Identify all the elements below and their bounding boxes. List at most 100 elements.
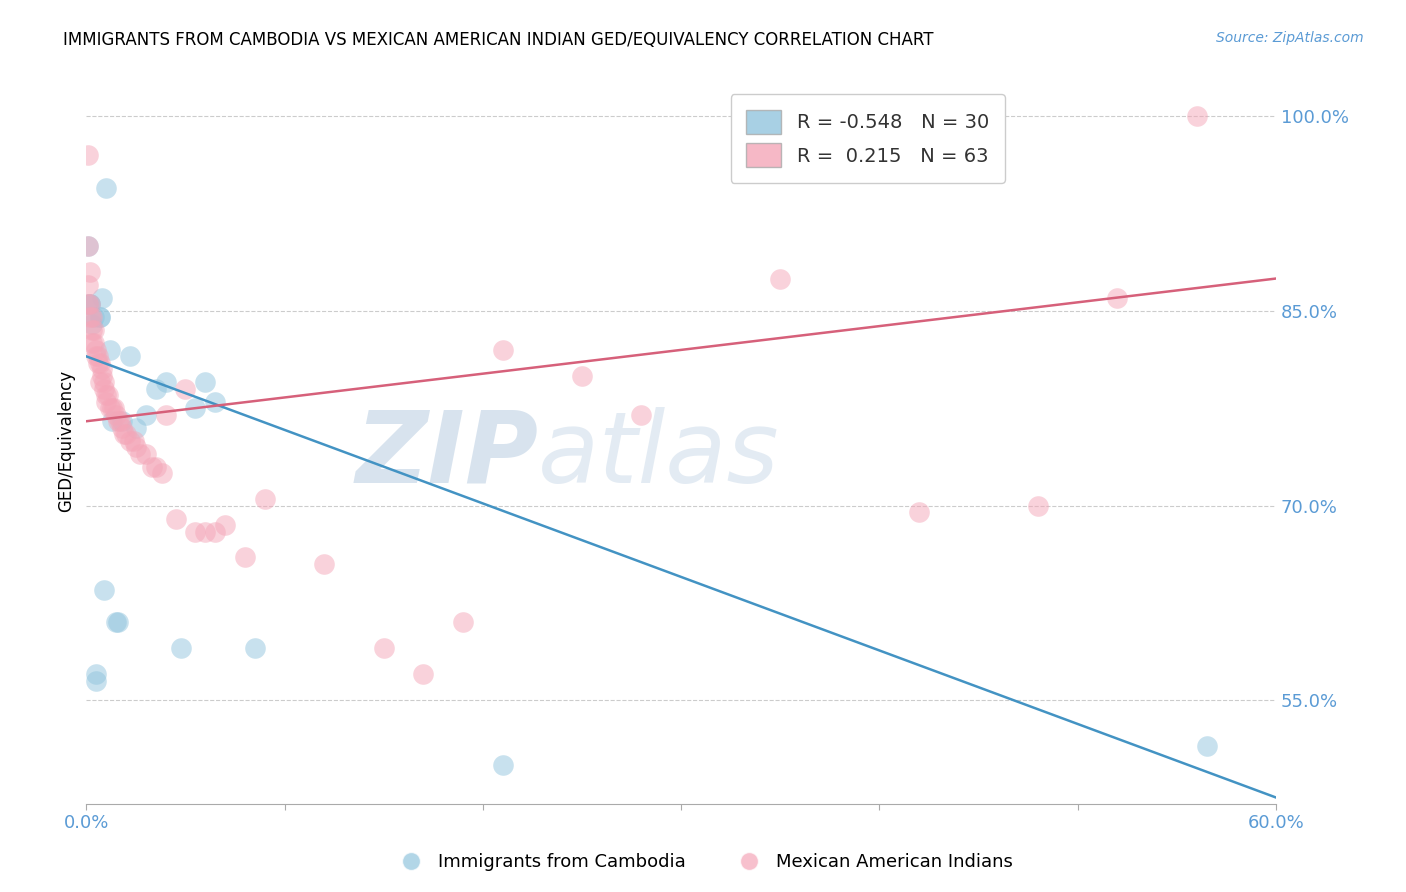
- Point: [492, 343, 515, 357]
- Point: [82, 317, 104, 331]
- Point: [91, 368, 114, 383]
- Point: [412, 667, 434, 681]
- Point: [107, 414, 129, 428]
- Point: [571, 368, 593, 383]
- Point: [1195, 739, 1218, 753]
- Point: [93, 376, 115, 390]
- Point: [165, 511, 187, 525]
- Point: [118, 350, 141, 364]
- Point: [253, 492, 276, 507]
- Text: ZIP: ZIP: [356, 407, 538, 504]
- Point: [83, 310, 105, 325]
- Point: [174, 382, 197, 396]
- Point: [79, 297, 101, 311]
- Point: [77, 297, 100, 311]
- Point: [79, 310, 101, 325]
- Point: [77, 297, 100, 311]
- Point: [77, 239, 100, 253]
- Point: [194, 524, 217, 539]
- Point: [89, 356, 111, 370]
- Point: [111, 414, 134, 428]
- Point: [101, 401, 124, 416]
- Point: [214, 518, 236, 533]
- Point: [145, 382, 167, 396]
- Point: [233, 550, 256, 565]
- Point: [79, 265, 101, 279]
- Point: [122, 434, 145, 448]
- Point: [128, 447, 150, 461]
- Point: [204, 524, 226, 539]
- Point: [155, 408, 177, 422]
- Point: [184, 524, 207, 539]
- Legend: Immigrants from Cambodia, Mexican American Indians: Immigrants from Cambodia, Mexican Americ…: [385, 847, 1021, 879]
- Point: [492, 758, 515, 772]
- Point: [93, 382, 115, 396]
- Point: [79, 297, 101, 311]
- Point: [204, 394, 226, 409]
- Point: [194, 376, 217, 390]
- Point: [83, 336, 105, 351]
- Point: [170, 641, 193, 656]
- Point: [101, 414, 124, 428]
- Point: [125, 440, 148, 454]
- Point: [93, 582, 115, 597]
- Point: [451, 615, 474, 630]
- Point: [103, 401, 125, 416]
- Point: [94, 394, 117, 409]
- Point: [135, 408, 157, 422]
- Text: atlas: atlas: [538, 407, 780, 504]
- Point: [98, 401, 121, 416]
- Point: [111, 421, 134, 435]
- Point: [314, 557, 336, 571]
- Point: [77, 148, 100, 162]
- Point: [84, 667, 107, 681]
- Point: [1026, 499, 1049, 513]
- Point: [77, 239, 100, 253]
- Y-axis label: GED/Equivalency: GED/Equivalency: [58, 369, 75, 512]
- Point: [115, 427, 138, 442]
- Point: [94, 180, 117, 194]
- Point: [94, 388, 117, 402]
- Point: [1107, 291, 1129, 305]
- Text: Source: ZipAtlas.com: Source: ZipAtlas.com: [1216, 31, 1364, 45]
- Point: [91, 291, 114, 305]
- Point: [87, 356, 110, 370]
- Point: [373, 641, 395, 656]
- Point: [77, 278, 100, 293]
- Point: [112, 427, 135, 442]
- Point: [84, 350, 107, 364]
- Point: [125, 421, 148, 435]
- Point: [184, 401, 207, 416]
- Point: [1185, 109, 1208, 123]
- Point: [82, 323, 104, 337]
- Point: [84, 673, 107, 688]
- Point: [98, 343, 121, 357]
- Point: [82, 310, 104, 325]
- Point: [89, 310, 111, 325]
- Point: [118, 434, 141, 448]
- Point: [108, 414, 131, 428]
- Legend: R = -0.548   N = 30, R =  0.215   N = 63: R = -0.548 N = 30, R = 0.215 N = 63: [731, 95, 1004, 183]
- Point: [630, 408, 652, 422]
- Point: [141, 459, 163, 474]
- Point: [107, 615, 129, 630]
- Point: [84, 343, 107, 357]
- Point: [82, 336, 104, 351]
- Point: [243, 641, 266, 656]
- Point: [769, 271, 792, 285]
- Point: [145, 459, 167, 474]
- Point: [89, 376, 111, 390]
- Point: [105, 408, 128, 422]
- Point: [83, 323, 105, 337]
- Text: IMMIGRANTS FROM CAMBODIA VS MEXICAN AMERICAN INDIAN GED/EQUIVALENCY CORRELATION : IMMIGRANTS FROM CAMBODIA VS MEXICAN AMER…: [63, 31, 934, 49]
- Point: [150, 466, 173, 480]
- Point: [135, 447, 157, 461]
- Point: [89, 310, 111, 325]
- Point: [155, 376, 177, 390]
- Point: [87, 350, 110, 364]
- Point: [91, 362, 114, 376]
- Point: [908, 505, 931, 519]
- Point: [97, 388, 120, 402]
- Point: [79, 297, 101, 311]
- Point: [105, 615, 128, 630]
